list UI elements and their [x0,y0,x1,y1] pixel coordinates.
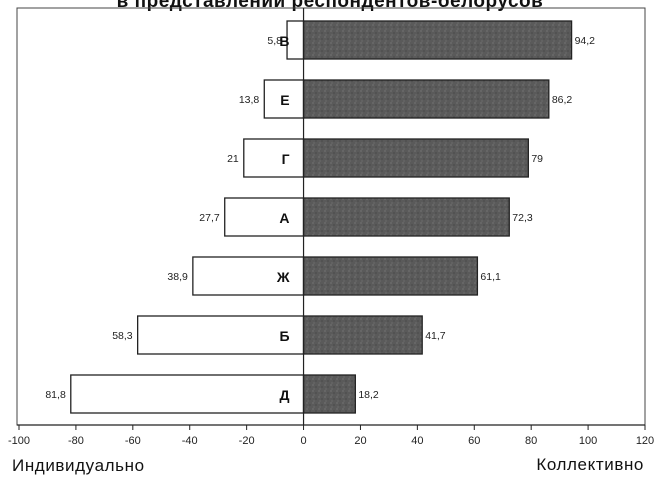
data-label-collective: 86,2 [552,94,573,106]
bar-collective [302,256,479,296]
x-tick-label: 60 [468,435,480,447]
data-label-collective: 61,1 [480,271,501,283]
data-label-individual: 81,8 [45,389,66,401]
data-label-collective: 18,2 [358,389,379,401]
category-label: А [279,210,289,226]
bar-individual [192,256,305,296]
x-tick-label: 0 [300,435,306,447]
x-tick-label: 40 [411,435,423,447]
data-label-individual: 13,8 [239,94,260,106]
x-tick-label: 100 [579,435,597,447]
data-label-collective: 79 [531,153,543,165]
bar-collective [302,197,510,237]
category-label: Б [279,328,289,344]
bar-collective [302,79,550,119]
x-tick-label: 80 [525,435,537,447]
x-tick-label: -40 [182,435,198,447]
x-tick-label: 120 [636,435,654,447]
bar-individual [224,197,305,237]
x-axis-label-right: Коллективно [536,455,644,474]
data-label-individual: 27,7 [199,212,220,224]
category-label: Ж [276,269,290,285]
bar-collective [302,315,423,355]
x-tick-label: -80 [68,435,84,447]
data-label-collective: 94,2 [575,35,596,47]
x-tick-label: 20 [354,435,366,447]
x-tick-label: -60 [125,435,141,447]
data-label-collective: 41,7 [425,330,446,342]
x-axis-label-left: Индивидуально [12,456,145,475]
bar-collective [302,20,573,60]
bar-collective [302,138,529,178]
data-label-individual: 21 [227,153,239,165]
data-label-collective: 72,3 [512,212,533,224]
bar-individual [243,138,305,178]
bar-individual [137,315,305,355]
data-label-individual: 5,8 [267,35,282,47]
category-label: Е [280,92,289,108]
data-label-individual: 38,9 [167,271,188,283]
x-tick-label: -20 [239,435,255,447]
category-label: Д [280,387,290,403]
chart-title: в представлении респондентов-белорусов [116,0,544,12]
bar-individual [70,374,305,414]
x-tick-label: -100 [8,435,30,447]
data-label-individual: 58,3 [112,330,133,342]
category-label: Г [282,151,290,167]
category-label: В [279,33,289,49]
bar-collective [302,374,356,414]
